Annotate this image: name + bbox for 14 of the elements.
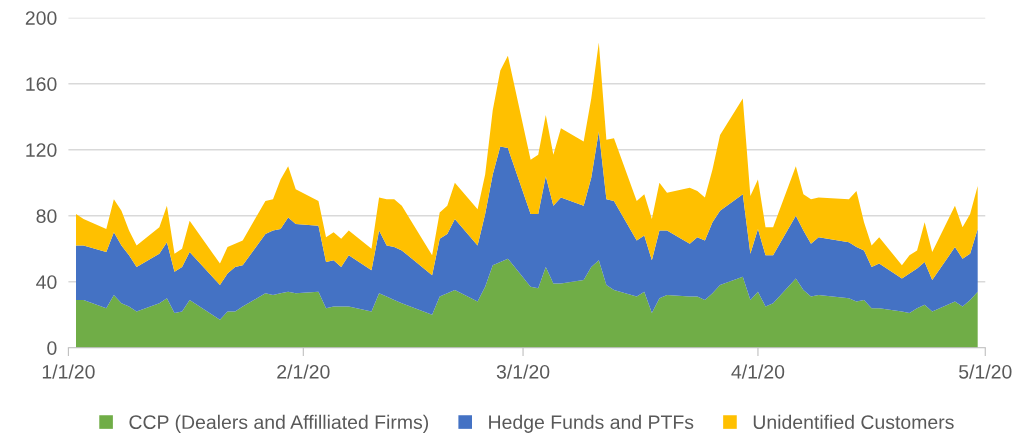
- y-tick-label: 40: [36, 275, 57, 289]
- y-tick-label: 0: [47, 341, 57, 355]
- y-tick-label: 200: [25, 11, 57, 25]
- legend-label: Hedge Funds and PTFs: [489, 414, 694, 433]
- legend-label: CCP (Dealers and Affilliated Firms): [129, 414, 429, 433]
- x-tick-label: 1/1/20: [42, 364, 95, 379]
- legend-label: Unidentified Customers: [753, 414, 954, 430]
- x-tick-label: 3/1/20: [496, 364, 550, 379]
- y-tick-label: 120: [26, 143, 57, 157]
- x-tick-label: 2/1/20: [277, 364, 330, 379]
- y-tick-label: 80: [36, 209, 57, 223]
- y-tick-label: 160: [26, 77, 57, 91]
- x-tick-label: 4/1/20: [731, 364, 785, 379]
- x-tick-label: 5/1/20: [959, 364, 1012, 379]
